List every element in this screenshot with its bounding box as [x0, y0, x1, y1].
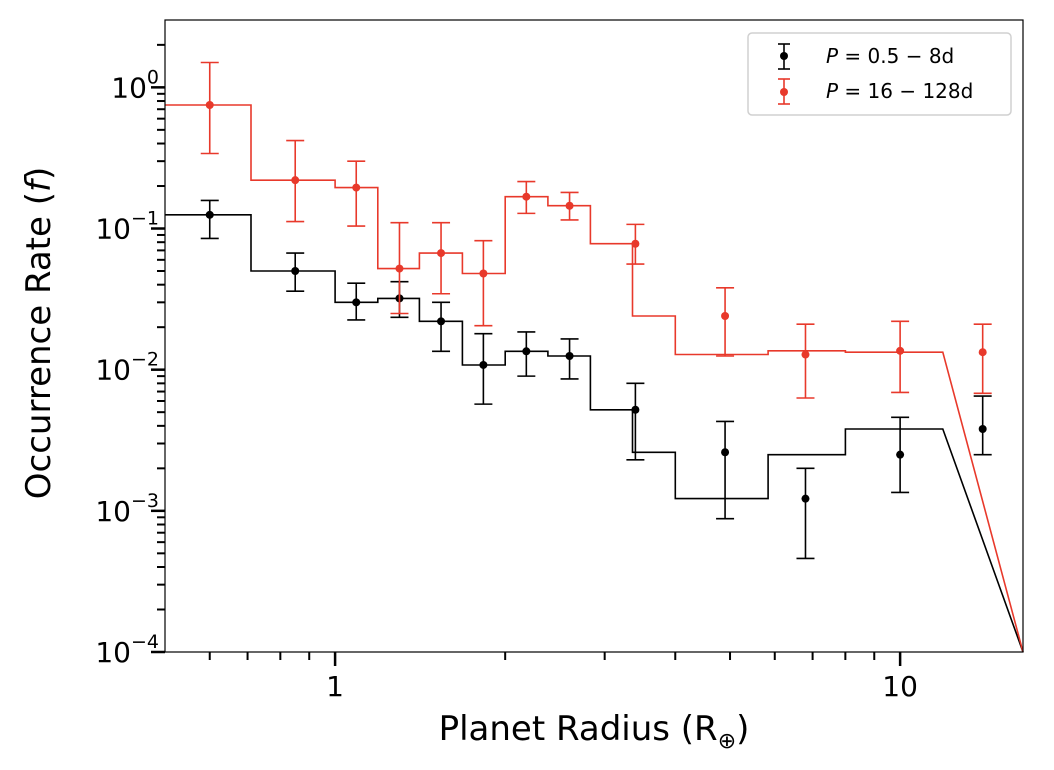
series-long-period: [165, 61, 1024, 653]
y-tick-label-base: 10: [95, 354, 131, 387]
data-point: [432, 301, 451, 353]
data-point: [517, 331, 536, 377]
point-marker: [631, 239, 640, 248]
data-point: [716, 420, 735, 520]
point-marker: [205, 210, 214, 219]
data-point: [891, 320, 910, 394]
y-tick-label: 100: [111, 66, 159, 104]
data-point: [973, 395, 992, 456]
x-axis-title-subscript: ⊕: [718, 729, 736, 754]
point-marker: [291, 176, 300, 185]
y-tick-label: 10−2: [95, 349, 159, 387]
data-point: [200, 199, 219, 240]
point-marker: [479, 269, 488, 278]
y-tick-label-exponent: −1: [131, 208, 159, 230]
data-point: [626, 223, 645, 265]
data-point: [796, 323, 815, 399]
data-point: [474, 239, 493, 327]
point-marker: [437, 317, 446, 326]
legend-label-rest: = 16 − 128d: [838, 79, 973, 103]
y-tick-label-base: 10: [95, 495, 131, 528]
data-point: [891, 416, 910, 494]
x-tick-label: 1: [326, 670, 344, 703]
legend-label-rest: = 0.5 − 8d: [838, 44, 954, 68]
point-marker: [522, 347, 531, 356]
x-axis-title-close: ): [736, 709, 749, 749]
data-point: [626, 382, 645, 461]
y-tick-label-base: 10: [111, 71, 147, 104]
data-point: [347, 282, 366, 321]
step-line: [165, 214, 1024, 653]
legend-label-variable: P: [826, 79, 839, 103]
y-tick-label-base: 10: [95, 213, 131, 246]
point-marker: [565, 201, 574, 210]
point-marker: [205, 100, 214, 109]
y-tick-label-exponent: −4: [131, 631, 159, 653]
point-marker: [801, 494, 810, 503]
axes-frame: [164, 19, 1024, 653]
legend-frame: [747, 32, 1012, 116]
data-point: [716, 287, 735, 357]
y-tick-label-base: 10: [95, 636, 131, 669]
plot-area: [165, 61, 1024, 653]
legend: P = 0.5 − 8d P = 16 − 128d: [747, 32, 1012, 116]
series-short-period: [165, 199, 1024, 653]
data-point: [474, 332, 493, 405]
data-point: [560, 191, 579, 221]
point-marker: [896, 450, 905, 459]
point-marker: [479, 360, 488, 369]
data-point: [560, 338, 579, 380]
legend-label-variable: P: [826, 44, 839, 68]
y-axis-title-main: Occurrence Rate (: [19, 192, 59, 499]
y-tick-label: 10−4: [95, 631, 159, 669]
data-point: [200, 61, 219, 155]
point-marker: [437, 249, 446, 258]
data-point: [517, 180, 536, 215]
data-point: [432, 221, 451, 295]
data-point: [286, 252, 305, 292]
data-point: [286, 139, 305, 223]
y-axis-title: Occurrence Rate (f): [19, 167, 59, 499]
data-point: [796, 467, 815, 560]
data-point: [973, 323, 992, 395]
point-marker: [978, 348, 987, 357]
legend-marker-dot: [780, 88, 788, 96]
point-marker: [631, 405, 640, 414]
x-axis-title-main: Planet Radius (R: [439, 709, 718, 749]
point-marker: [978, 424, 987, 433]
y-tick-label-exponent: 0: [147, 66, 159, 88]
point-marker: [352, 298, 361, 307]
legend-marker-dot: [780, 52, 788, 60]
y-tick-label: 10−1: [95, 208, 159, 246]
point-marker: [896, 346, 905, 355]
point-marker: [395, 264, 404, 273]
y-tick-label: 10−3: [95, 490, 159, 528]
point-marker: [801, 350, 810, 359]
point-marker: [352, 183, 361, 192]
point-marker: [522, 192, 531, 201]
x-axis-title: Planet Radius (R⊕): [439, 709, 750, 754]
legend-label: P = 16 − 128d: [826, 79, 973, 103]
legend-entry-short-period: P = 0.5 − 8d: [778, 43, 954, 70]
y-tick-label-exponent: −3: [131, 490, 159, 512]
legend-entry-long-period: P = 16 − 128d: [778, 78, 973, 105]
step-line: [165, 104, 1024, 653]
data-point: [390, 221, 409, 315]
y-tick-label-exponent: −2: [131, 349, 159, 371]
point-marker: [291, 267, 300, 276]
point-marker: [565, 351, 574, 360]
point-marker: [721, 312, 730, 321]
legend-label: P = 0.5 − 8d: [826, 44, 954, 68]
data-point: [347, 160, 366, 227]
y-axis-title-close: ): [19, 167, 59, 180]
point-marker: [721, 448, 730, 457]
x-tick-label: 10: [882, 670, 918, 703]
